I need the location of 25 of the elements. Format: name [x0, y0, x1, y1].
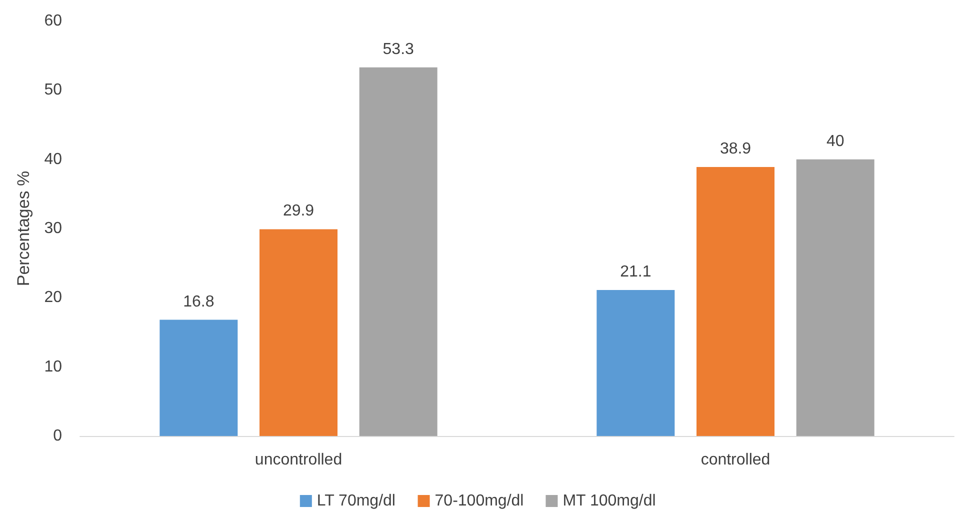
data-label: 53.3 — [382, 40, 414, 58]
data-label: 40 — [826, 132, 844, 150]
y-tick-label: 10 — [44, 358, 62, 376]
y-tick-label: 30 — [44, 220, 62, 237]
bar — [359, 67, 438, 436]
bar — [596, 290, 675, 436]
legend-label: LT 70mg/dl — [316, 492, 396, 510]
y-tick-label: 50 — [44, 82, 62, 99]
data-label: 29.9 — [282, 202, 314, 220]
bar — [160, 320, 238, 436]
legend-label: MT 100mg/dl — [562, 492, 656, 510]
x-tick-label: uncontrolled — [254, 452, 342, 468]
y-tick-label: 0 — [53, 428, 62, 444]
bar — [696, 166, 774, 436]
y-tick-label: 20 — [44, 289, 62, 306]
bar — [260, 229, 338, 436]
y-axis-title: Percentages % — [14, 170, 33, 286]
y-tick-label: 60 — [44, 12, 62, 30]
data-label: 16.8 — [183, 293, 214, 310]
bar — [796, 159, 874, 436]
x-tick-label: controlled — [700, 452, 770, 468]
data-label: 38.9 — [720, 140, 752, 158]
y-tick-label: 40 — [44, 150, 62, 168]
data-label: 21.1 — [620, 264, 652, 281]
legend-label: 70-100mg/dl — [434, 492, 524, 510]
